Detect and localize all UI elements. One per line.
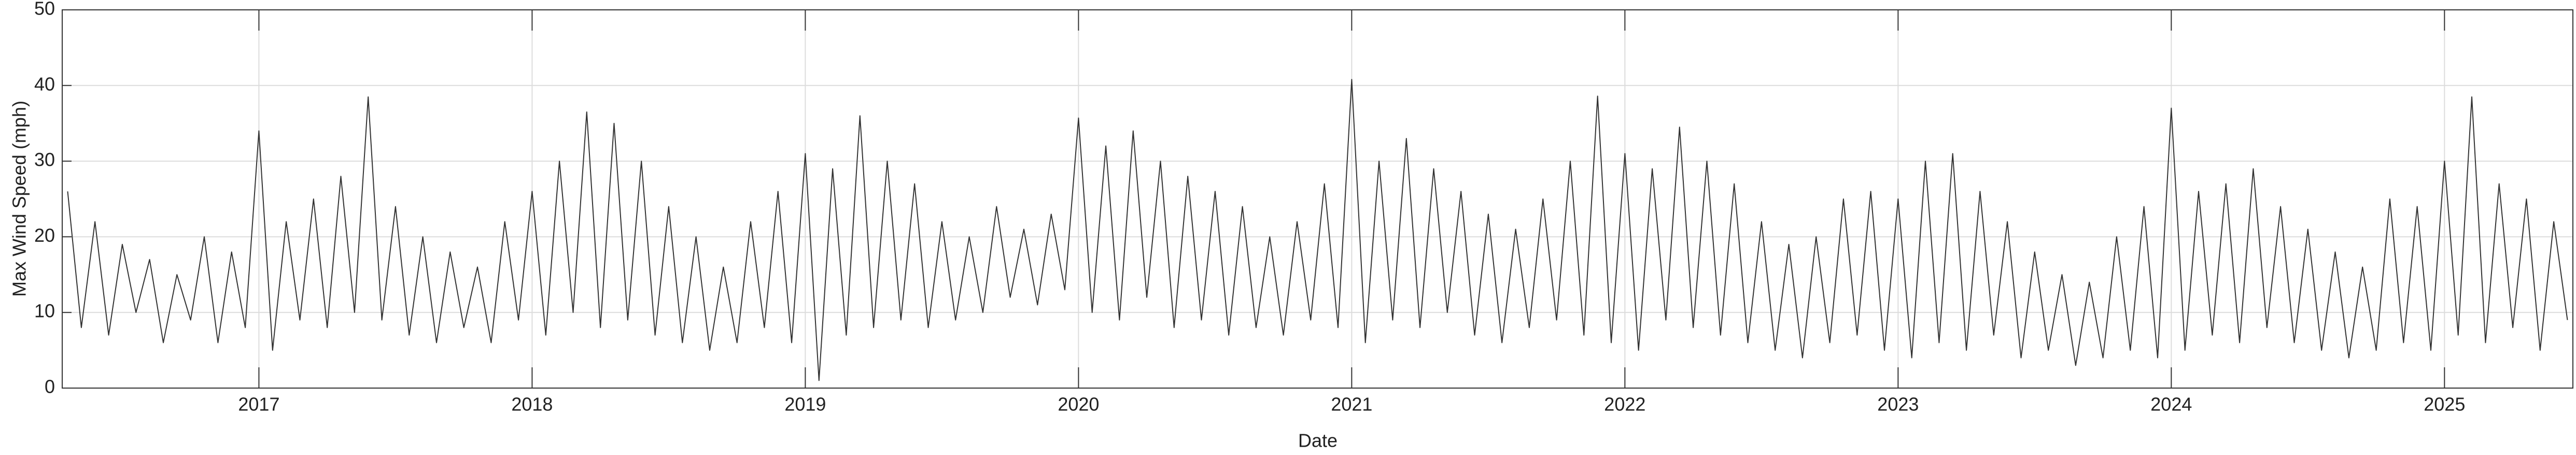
y-tick-label: 20 <box>34 225 55 246</box>
y-tick-label: 40 <box>34 73 55 94</box>
data-line <box>67 79 2568 381</box>
x-tick-label: 2019 <box>784 394 826 415</box>
y-axis-label: Max Wind Speed (mph) <box>9 101 30 297</box>
y-tick-label: 30 <box>34 149 55 170</box>
x-tick-label: 2017 <box>238 394 279 415</box>
x-tick-label: 2025 <box>2424 394 2465 415</box>
x-tick-label: 2021 <box>1331 394 1372 415</box>
x-tick-label: 2018 <box>511 394 553 415</box>
x-tick-label: 2024 <box>2150 394 2192 415</box>
y-tick-label: 0 <box>45 376 55 397</box>
plot-frame <box>62 9 2573 389</box>
x-tick-label: 2022 <box>1604 394 1645 415</box>
x-tick-label: 2020 <box>1058 394 1099 415</box>
x-axis-label: Date <box>1298 430 1338 451</box>
y-tick-label: 50 <box>34 0 55 19</box>
y-tick-label: 10 <box>34 300 55 322</box>
x-tick-label: 2023 <box>1877 394 1919 415</box>
